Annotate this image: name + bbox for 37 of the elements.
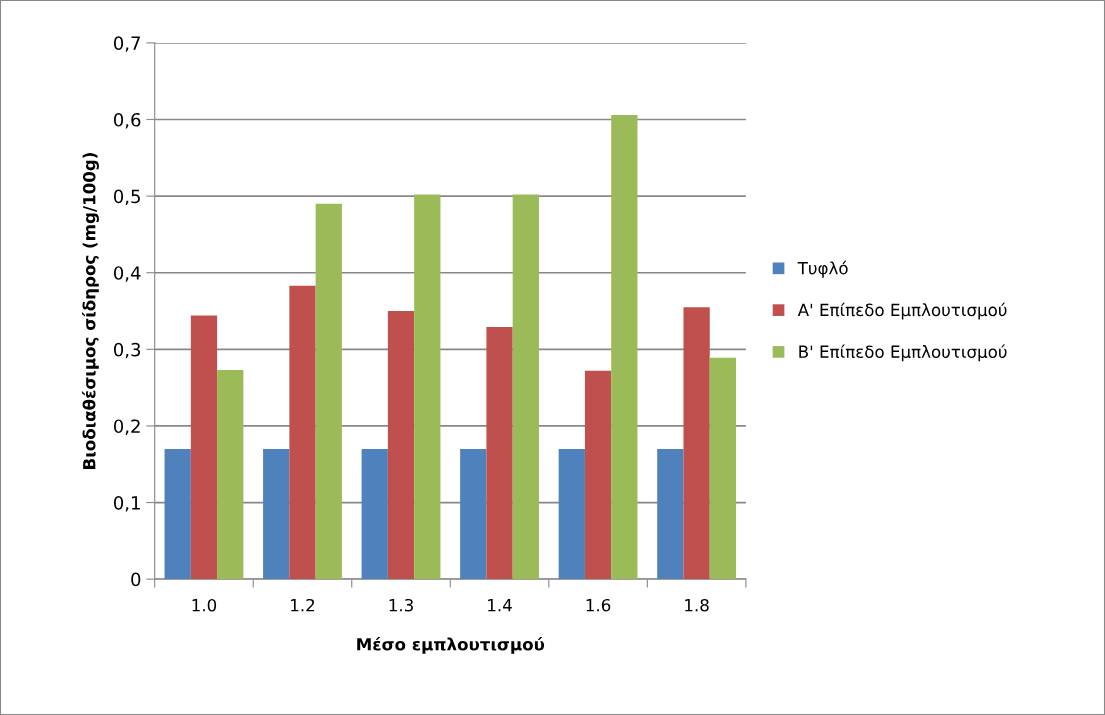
bar xyxy=(361,448,388,580)
x-tick-label: 1.8 xyxy=(685,598,709,612)
bar xyxy=(289,285,316,580)
bar xyxy=(190,315,218,580)
legend-label: Β' Επίπεδο Εμπλουτισμού xyxy=(799,344,1007,362)
y-tick-label: 0,6 xyxy=(113,112,141,129)
x-tick-label: 1.6 xyxy=(586,598,611,612)
bar xyxy=(164,448,191,580)
bar xyxy=(709,357,737,580)
bar xyxy=(414,194,441,580)
bar xyxy=(217,370,244,580)
y-tick-label: 0,5 xyxy=(113,189,140,206)
x-tick-label: 1.0 xyxy=(192,598,217,612)
y-tick-label: 0,4 xyxy=(113,266,141,282)
y-axis-title: Βιοδιαθέσιμος σίδηρος (mg/100g) xyxy=(81,153,99,469)
bar xyxy=(263,448,290,580)
bar xyxy=(315,203,342,580)
bar xyxy=(584,370,612,580)
bar xyxy=(611,114,638,580)
y-tick-label: 0,1 xyxy=(113,496,140,512)
y-tick-label: 0 xyxy=(131,572,141,587)
x-axis-title: Μέσο εμπλουτισμού xyxy=(357,636,545,654)
y-tick-label: 0,3 xyxy=(113,342,141,359)
bar xyxy=(387,311,415,580)
legend-label: Τυφλό xyxy=(797,260,848,278)
x-tick-label: 1.2 xyxy=(291,598,315,612)
x-tick-label: 1.3 xyxy=(389,598,413,612)
bar xyxy=(558,448,585,580)
y-tick-label: 0,7 xyxy=(113,36,140,52)
x-tick-label: 1.4 xyxy=(488,599,512,612)
bar xyxy=(657,448,684,580)
bar xyxy=(683,307,710,580)
bar xyxy=(486,327,513,580)
bar xyxy=(512,194,539,580)
legend-label: Α' Επίπεδο Εμπλουτισμού xyxy=(797,302,1007,320)
y-tick-label: 0,2 xyxy=(113,419,140,435)
bar xyxy=(460,448,487,580)
